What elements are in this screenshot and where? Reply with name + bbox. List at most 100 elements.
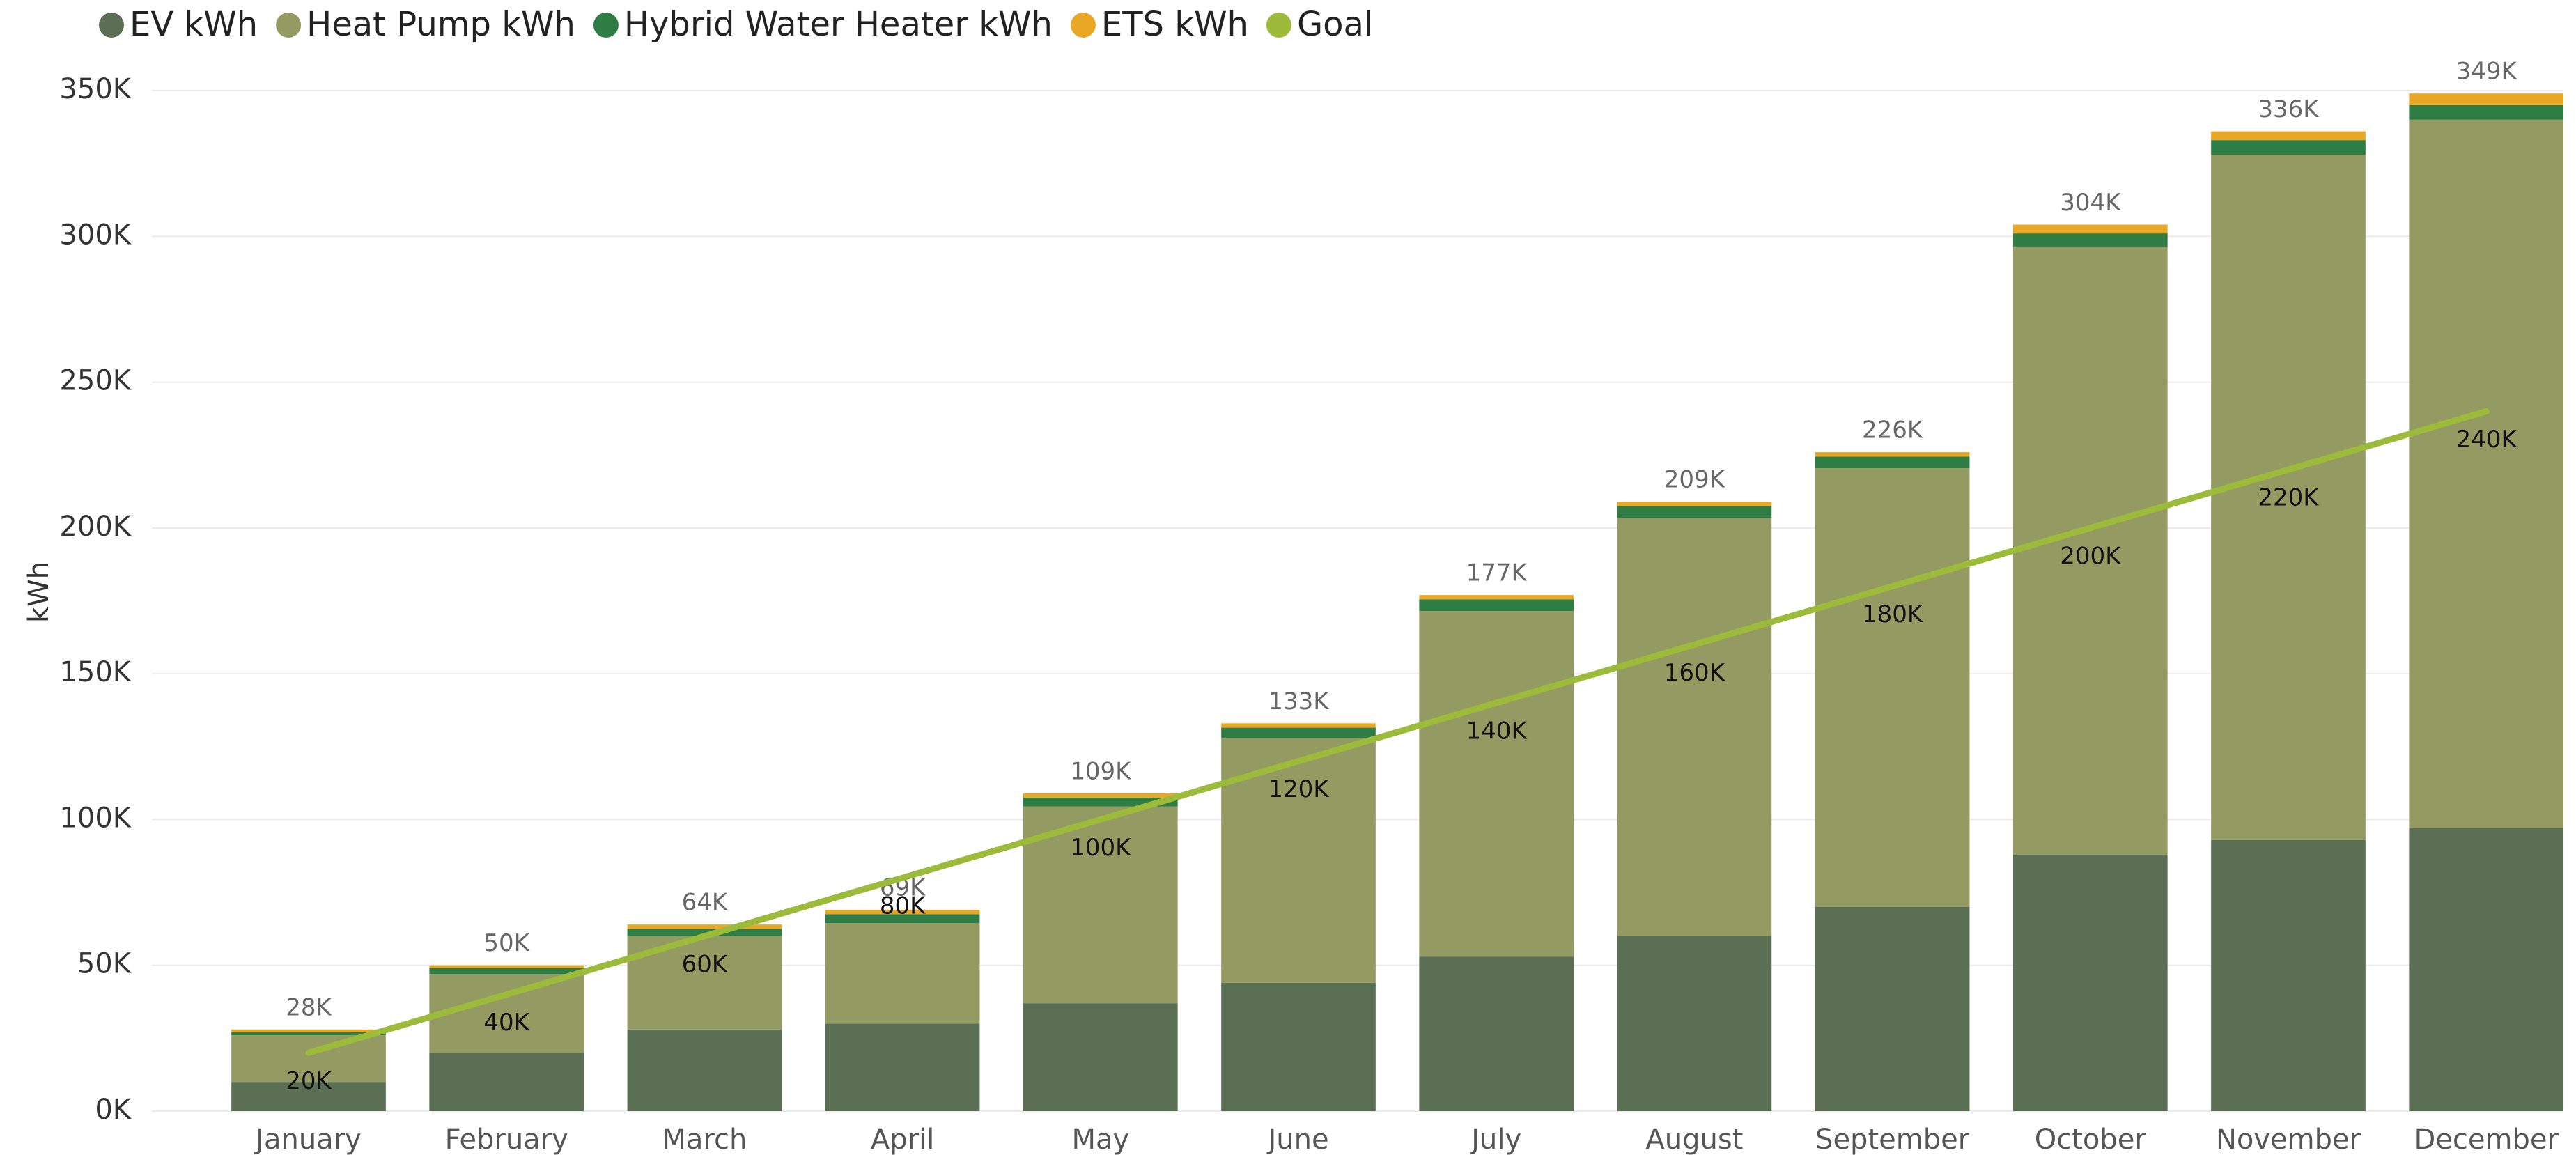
bar-segment	[2409, 104, 2564, 120]
total-label: 177K	[1466, 559, 1528, 587]
bar-segment	[2409, 93, 2564, 105]
x-tick-label: February	[445, 1124, 568, 1155]
total-label: 226K	[1862, 417, 1924, 444]
y-tick-label: 0K	[95, 1094, 132, 1126]
bar-segment	[1023, 793, 1178, 798]
y-tick-label: 50K	[77, 948, 132, 980]
bar-segment	[429, 1053, 584, 1111]
total-label: 64K	[682, 889, 729, 917]
legend-marker	[1070, 13, 1096, 38]
bar-segment	[825, 923, 980, 1024]
bar-segment	[825, 914, 980, 924]
x-tick-label: October	[2035, 1124, 2147, 1155]
x-tick-label: July	[1469, 1124, 1521, 1155]
x-tick-label: March	[662, 1124, 747, 1155]
bar-segment	[1815, 468, 1970, 907]
bar-segment	[429, 968, 584, 975]
bar-segment	[2211, 140, 2366, 155]
goal-label: 60K	[682, 950, 729, 978]
goal-label: 80K	[880, 892, 926, 920]
goal-label: 160K	[1664, 659, 1726, 687]
bar-segment	[2211, 839, 2366, 1111]
bar-segment	[825, 1023, 980, 1111]
x-tick-label: April	[871, 1124, 934, 1155]
y-tick-label: 200K	[59, 511, 132, 543]
bar-segment	[1221, 982, 1376, 1111]
bar-segment	[627, 1029, 782, 1111]
bar-segment	[1617, 518, 1772, 936]
x-tick-label: January	[254, 1124, 362, 1155]
bar-segment	[1419, 956, 1574, 1111]
total-label: 349K	[2456, 58, 2518, 86]
x-tick-label: June	[1266, 1124, 1328, 1155]
legend-label: Hybrid Water Heater kWh	[624, 5, 1053, 44]
bar-segment	[2012, 224, 2168, 234]
legend-marker	[593, 13, 619, 38]
bar-segment	[1419, 595, 1574, 600]
x-tick-label: May	[1071, 1124, 1129, 1155]
bar-segment	[1419, 611, 1574, 957]
total-label: 336K	[2258, 95, 2320, 123]
legend-label: EV kWh	[130, 5, 258, 44]
bar-segment	[2012, 246, 2168, 855]
y-axis-title: kWh	[23, 561, 55, 623]
goal-label: 100K	[1070, 834, 1132, 862]
goal-label: 140K	[1466, 718, 1528, 745]
goal-label: 20K	[286, 1067, 332, 1095]
y-tick-label: 250K	[59, 365, 132, 397]
bar-segment	[2409, 119, 2564, 828]
goal-label: 120K	[1268, 775, 1330, 803]
bar-segment	[429, 965, 584, 968]
legend-marker	[1266, 13, 1291, 38]
legend-marker	[99, 13, 124, 38]
bar-segment	[2409, 828, 2564, 1111]
bar-segment	[1815, 456, 1970, 469]
legend-label: Goal	[1297, 5, 1373, 44]
bar-segment	[1815, 452, 1970, 457]
goal-line	[305, 408, 2490, 1056]
bar-segment	[231, 1029, 386, 1032]
bar-segment	[1617, 936, 1772, 1111]
goal-label: 200K	[2060, 542, 2122, 570]
bar-segment	[825, 910, 980, 915]
total-label: 28K	[286, 993, 332, 1021]
y-tick-label: 150K	[59, 656, 132, 688]
bar-segment	[231, 1035, 386, 1083]
bar-segment	[1815, 907, 1970, 1111]
y-tick-label: 100K	[59, 802, 132, 834]
bar-segment	[1023, 798, 1178, 807]
x-tick-label: November	[2216, 1124, 2361, 1155]
total-label: 50K	[483, 929, 530, 957]
total-label: 209K	[1664, 466, 1726, 494]
bar-segment	[1221, 727, 1376, 738]
bar-segment	[627, 924, 782, 929]
bar-segment	[1221, 723, 1376, 728]
total-label: 109K	[1070, 757, 1132, 785]
x-tick-label: August	[1645, 1124, 1743, 1155]
bar-segment	[231, 1082, 386, 1111]
goal-label: 220K	[2258, 484, 2320, 512]
bar-segment	[1617, 506, 1772, 518]
goal-label: 40K	[483, 1009, 530, 1037]
bar-segment	[2012, 854, 2168, 1111]
total-label: 304K	[2060, 189, 2122, 217]
bar-segment	[1023, 806, 1178, 1004]
legend-label: ETS kWh	[1101, 5, 1248, 44]
bar-segment	[2211, 131, 2366, 141]
legend-marker	[276, 13, 302, 38]
bar-segment	[1617, 502, 1772, 506]
x-tick-label: September	[1815, 1124, 1970, 1155]
bar-segment	[2211, 155, 2366, 840]
bar-segment	[627, 929, 782, 936]
bar-segment	[1419, 599, 1574, 612]
x-tick-label: December	[2414, 1124, 2559, 1155]
bar-segment	[231, 1032, 386, 1036]
bar-segment	[2012, 233, 2168, 247]
bar-segment	[429, 974, 584, 1053]
legend-label: Heat Pump kWh	[307, 5, 575, 44]
goal-label: 240K	[2456, 426, 2518, 454]
y-tick-label: 350K	[59, 73, 132, 105]
total-label: 133K	[1268, 688, 1330, 715]
y-tick-label: 300K	[59, 219, 132, 251]
